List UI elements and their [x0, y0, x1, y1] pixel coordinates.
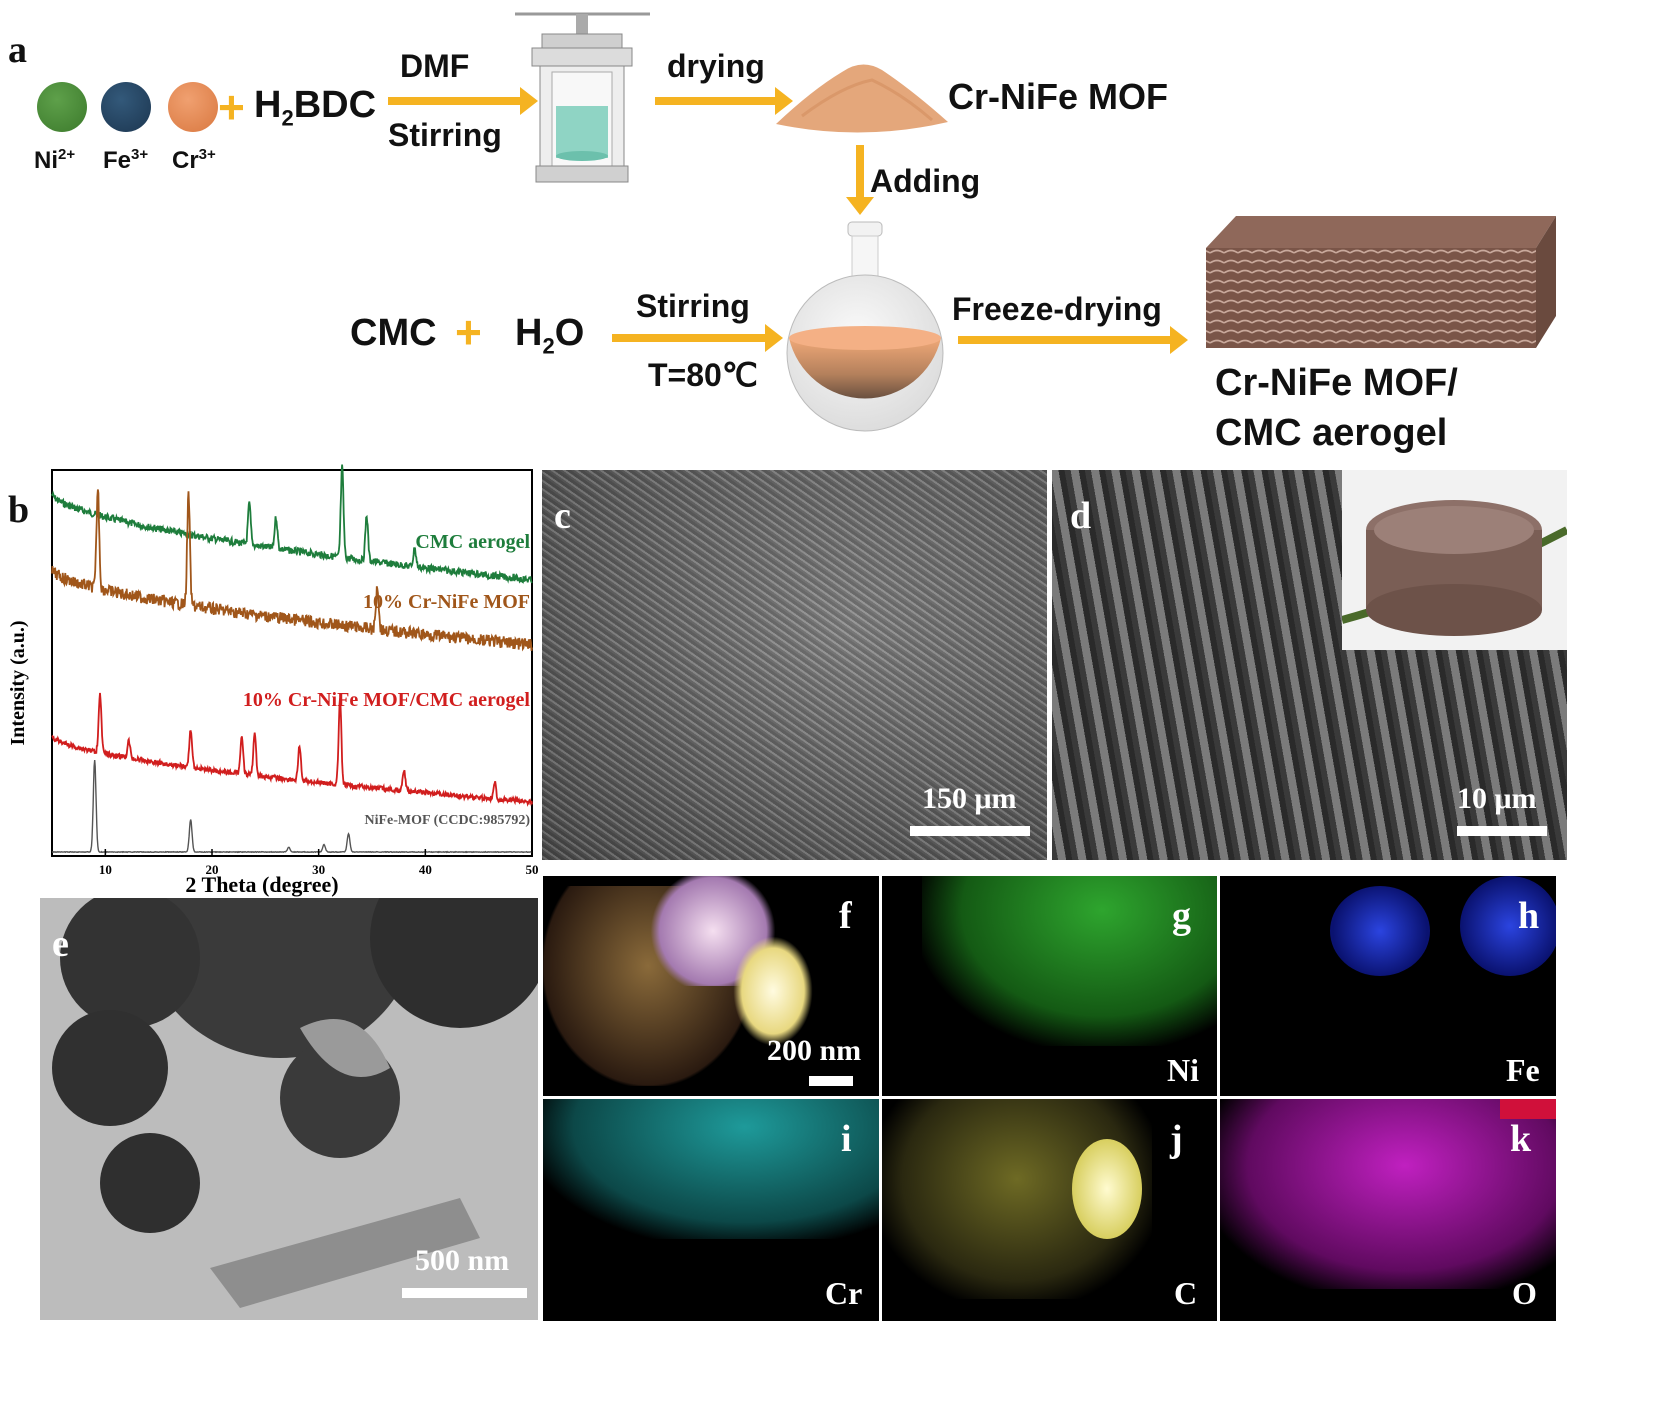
scale-bar-c — [910, 826, 1030, 836]
xrd-chart: CMC aerogel 10% Cr-NiFe MOF 10% Cr-NiFe MO… — [7, 464, 539, 897]
step-stirring-2-label: Stirring — [636, 288, 750, 324]
x-axis-label: 2 Theta (degree) — [185, 872, 338, 897]
series-label-1: 10% Cr-NiFe MOF — [363, 591, 530, 613]
fe-ion-sphere — [101, 82, 151, 132]
autoclave-icon — [515, 12, 650, 183]
element-label-ni: Ni — [1167, 1052, 1199, 1088]
x-tick-label: 30 — [312, 862, 325, 877]
panel-letter-a: a — [8, 29, 27, 71]
arrow-adding — [846, 145, 874, 215]
series-line-0 — [51, 464, 533, 584]
product-mof-label: Cr-NiFe MOF — [948, 76, 1168, 117]
x-tick-label: 20 — [206, 862, 219, 877]
step-temperature-label: T=80℃ — [648, 357, 758, 393]
cr-ion-label: Cr3+ — [172, 146, 216, 174]
panel-a: a Ni2+ Fe3+ Cr3+ + H2BDC DMF Stirring dr… — [0, 0, 1671, 470]
reagent-cmc-label: CMC — [350, 312, 437, 354]
sem-image-d: d 10 μm — [1052, 470, 1567, 860]
step-freeze-drying-label: Freeze-drying — [952, 291, 1162, 327]
arrow-stirring-heat — [612, 324, 783, 352]
arrow-dmf — [388, 87, 538, 115]
panel-letter-d: d — [1070, 495, 1092, 537]
x-tick-label: 10 — [99, 862, 112, 877]
mof-powder-icon — [776, 64, 948, 133]
panel-letter-e: e — [52, 923, 69, 965]
ni-ion-sphere — [37, 82, 87, 132]
panel-letter-c: c — [554, 495, 571, 537]
sem-image-c: c 150 μm — [542, 470, 1047, 860]
element-label-c: C — [1174, 1275, 1198, 1311]
panel-letter-j: j — [1170, 1118, 1183, 1160]
step-drying-label: drying — [667, 48, 765, 84]
scale-label-f: 200 nm — [767, 1034, 862, 1067]
reagent-water-label: H2O — [515, 312, 585, 359]
panel-letter-b: b — [8, 489, 30, 531]
element-label-fe: Fe — [1506, 1052, 1540, 1088]
panel-letter-f: f — [839, 895, 852, 937]
scale-bar-e — [402, 1288, 527, 1298]
step-dmf-label: DMF — [400, 48, 470, 84]
aerogel-photo-inset — [1340, 470, 1567, 650]
step-stirring-label: Stirring — [388, 117, 502, 153]
element-label-o: O — [1512, 1275, 1537, 1311]
scale-bar-f — [809, 1076, 853, 1086]
scale-label-d: 10 μm — [1457, 782, 1537, 815]
cr-ion-sphere — [168, 82, 218, 132]
element-label-cr: Cr — [825, 1275, 863, 1311]
plus-sign-2: + — [455, 306, 482, 358]
tem-image-e: e 500 nm — [40, 898, 538, 1320]
arrow-freeze-drying — [958, 326, 1188, 354]
series-line-1 — [51, 489, 533, 652]
series-label-3: NiFe-MOF (CCDC:985792) — [365, 813, 531, 828]
aerogel-block-icon — [1206, 216, 1556, 348]
scale-label-c: 150 μm — [922, 782, 1017, 815]
linker-label: H2BDC — [254, 84, 377, 131]
fe-ion-label: Fe3+ — [103, 146, 149, 174]
plot-frame — [51, 469, 533, 857]
panel-letter-h: h — [1518, 895, 1540, 937]
scale-bar-d — [1457, 826, 1547, 836]
round-flask-icon — [786, 221, 944, 432]
series-line-2 — [51, 692, 533, 807]
series-label-0: CMC aerogel — [415, 531, 530, 553]
y-axis-label: Intensity (a.u.) — [7, 620, 29, 745]
series-label-2: 10% Cr-NiFe MOF/CMC aerogel — [243, 689, 531, 711]
scale-label-e: 500 nm — [415, 1244, 510, 1277]
plus-sign: + — [218, 81, 245, 133]
x-tick-label: 50 — [526, 862, 539, 877]
panel-letter-k: k — [1510, 1118, 1532, 1160]
x-tick-label: 40 — [419, 862, 432, 877]
step-adding-label: Adding — [870, 163, 981, 199]
eds-map-c-j: j C — [882, 1099, 1217, 1321]
ni-ion-label: Ni2+ — [34, 146, 76, 174]
eds-map-cr-i: i Cr — [543, 1099, 879, 1321]
eds-map-fe-h: h Fe — [1220, 876, 1556, 1096]
eds-map-overlay-f: f 200 nm — [543, 876, 879, 1096]
product-aerogel-line2: CMC aerogel — [1215, 412, 1448, 454]
panel-letter-i: i — [841, 1118, 852, 1160]
arrow-drying — [655, 87, 793, 115]
panel-letter-g: g — [1172, 895, 1191, 937]
product-aerogel-line1: Cr-NiFe MOF/ — [1215, 362, 1458, 404]
eds-map-o-k: k O — [1220, 1099, 1556, 1321]
eds-map-ni-g: g Ni — [882, 876, 1217, 1096]
series-line-3 — [51, 759, 533, 854]
